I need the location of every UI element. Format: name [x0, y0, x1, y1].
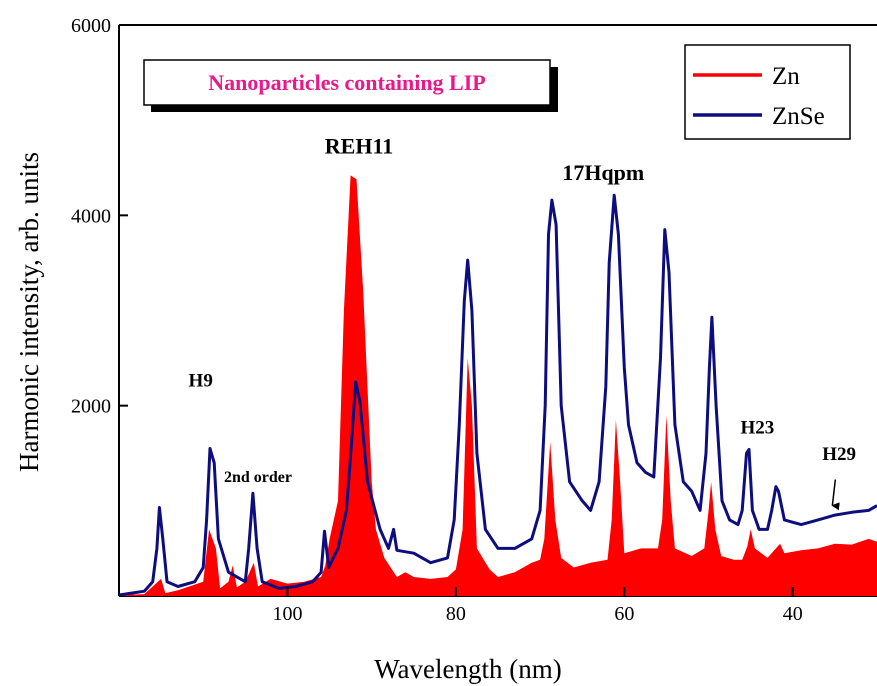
- annotation-h23: H23: [741, 417, 775, 438]
- y-axis-title: Harmonic intensity, arb. units: [14, 152, 44, 472]
- tick-layer: 100 80 60 40 2000 4000 6000: [71, 15, 803, 625]
- legend: Zn ZnSe: [684, 44, 851, 140]
- legend-box: [684, 44, 851, 140]
- chart-title: Nanoparticles containing LIP: [208, 70, 485, 95]
- series-znse-line: [119, 193, 877, 596]
- annotation-h29: H29: [822, 444, 856, 465]
- x-tick-label: 60: [614, 603, 634, 625]
- annotation-reh11: REH11: [325, 133, 393, 158]
- y-tick-label: 2000: [71, 396, 111, 418]
- x-axis-title: Wavelength (nm): [374, 654, 562, 684]
- legend-label-zn: Zn: [772, 63, 800, 90]
- series-layer: [119, 175, 877, 596]
- series-zn-area: [119, 175, 877, 596]
- annotation-17hqpm: 17Hqpm: [562, 160, 644, 185]
- annotation-arrow: [831, 479, 840, 511]
- y-tick-label: 6000: [71, 15, 111, 37]
- legend-label-znse: ZnSe: [772, 103, 825, 130]
- title-box: [143, 59, 551, 106]
- annotation-2nd-order: 2nd order: [224, 469, 292, 486]
- y-tick-label: 4000: [71, 205, 111, 227]
- x-tick-label: 100: [272, 603, 302, 625]
- x-tick-label: 80: [446, 603, 466, 625]
- annotation-h9: H9: [189, 371, 213, 392]
- chart-title-box: Nanoparticles containing LIP: [143, 59, 558, 112]
- x-tick-label: 40: [783, 603, 803, 625]
- annotation-layer: REH11 17Hqpm H9 2nd order H23 H29: [189, 133, 856, 511]
